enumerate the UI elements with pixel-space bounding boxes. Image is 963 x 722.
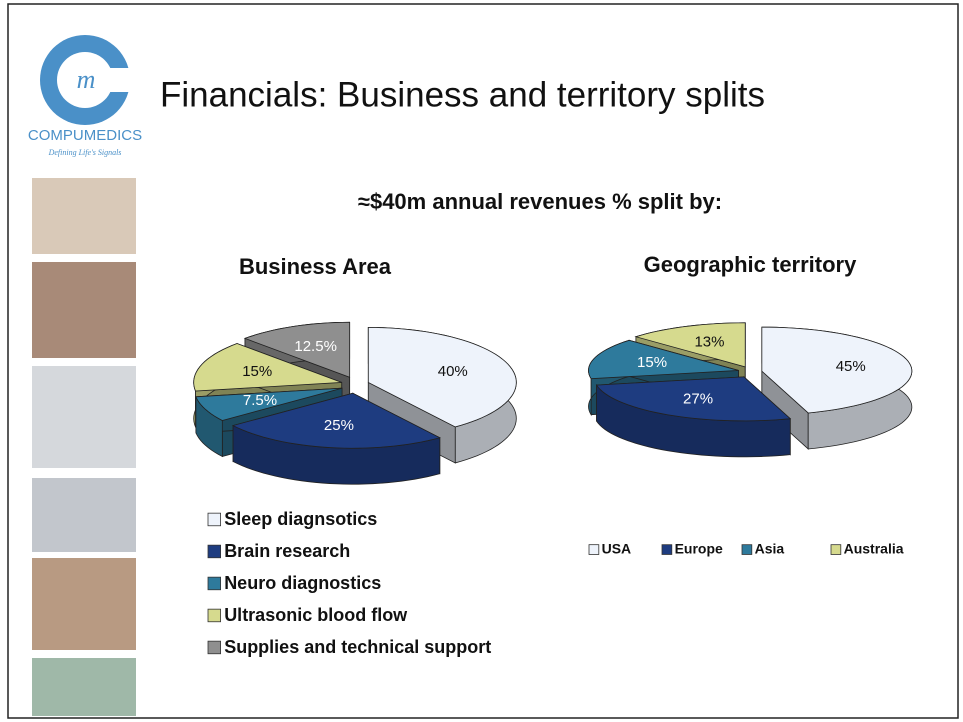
logo-mark: m	[77, 65, 96, 94]
data-label: 12.5%	[294, 338, 337, 355]
subtitle: ≈$40m annual revenues % split by:	[358, 189, 722, 214]
chart-title: Business Area	[239, 254, 392, 279]
legend-swatch	[742, 545, 752, 555]
photo	[32, 366, 136, 468]
legend-label: USA	[602, 541, 632, 557]
logo-tagline: Defining Life's Signals	[48, 148, 122, 157]
slide-title: Financials: Business and territory split…	[160, 75, 765, 114]
legend-label: Asia	[755, 541, 785, 557]
legend-label: Supplies and technical support	[224, 637, 491, 657]
legend-swatch	[208, 641, 221, 654]
photo	[32, 478, 136, 552]
data-label: 45%	[836, 358, 866, 375]
data-label: 15%	[637, 354, 667, 371]
photo	[32, 658, 136, 716]
legend-swatch	[208, 577, 221, 590]
legend-swatch	[662, 545, 672, 555]
legend-swatch	[589, 545, 599, 555]
slide: m COMPUMEDICS Defining Life's Signals Fi…	[0, 0, 963, 722]
photo	[32, 178, 136, 254]
legend-label: Australia	[844, 541, 904, 557]
photo	[32, 262, 136, 358]
legend-label: Neuro diagnostics	[224, 573, 381, 593]
chart-title: Geographic territory	[644, 252, 857, 277]
legend-label: Sleep diagnsotics	[224, 509, 377, 529]
legend-swatch	[208, 545, 221, 558]
legend-label: Europe	[675, 541, 723, 557]
data-label: 25%	[324, 417, 354, 434]
legend-label: Ultrasonic blood flow	[224, 605, 408, 625]
data-label: 27%	[683, 391, 713, 408]
legend-swatch	[831, 545, 841, 555]
data-label: 13%	[694, 334, 724, 351]
logo-name: COMPUMEDICS	[28, 127, 142, 144]
legend-swatch	[208, 513, 221, 526]
logo-cut	[95, 68, 135, 92]
legend-swatch	[208, 609, 221, 622]
data-label: 40%	[438, 363, 468, 380]
data-label: 15%	[242, 363, 272, 380]
photo	[32, 558, 136, 650]
data-label: 7.5%	[243, 392, 277, 409]
legend-label: Brain research	[224, 541, 350, 561]
